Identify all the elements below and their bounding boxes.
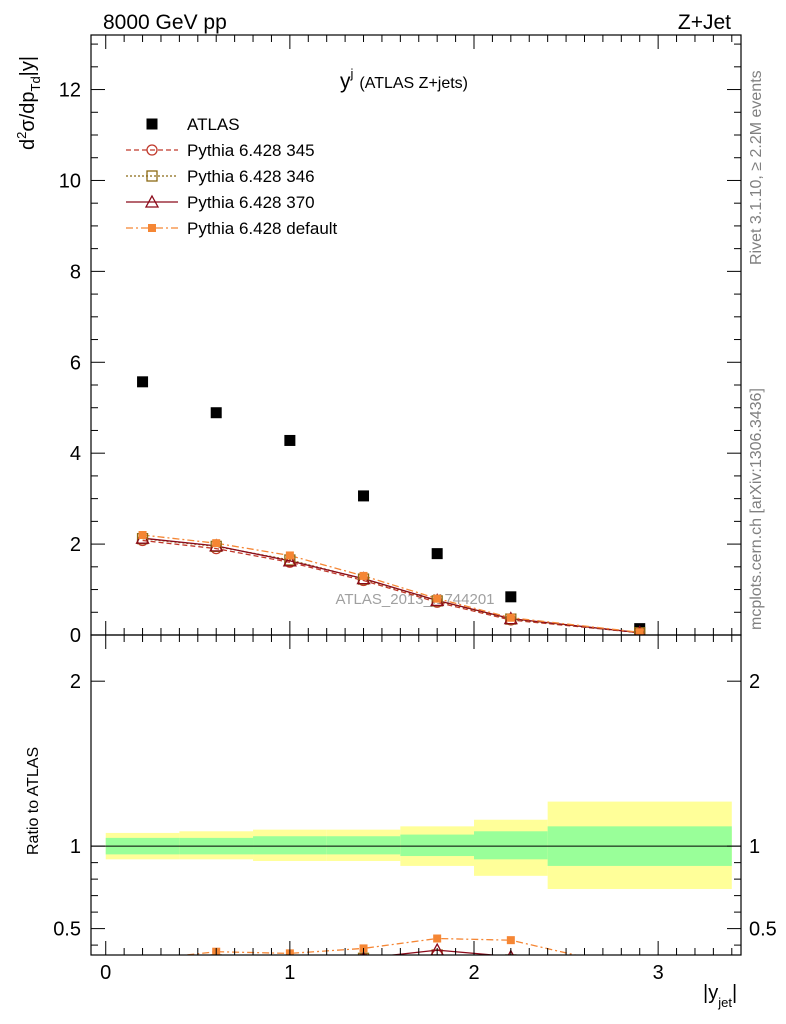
legend-label: Pythia 6.428 346 [187,167,315,186]
ratio-axis-ticks [91,635,741,955]
atlas-data-point [137,376,149,388]
plot-title: yj(ATLAS Z+jets) [340,66,468,93]
ratio-series-line [422,954,447,955]
ratio-data-point [138,957,148,967]
top-axis-ticks [91,35,741,636]
x-axis-label: |yjet| [703,982,737,1010]
top-y-tick-label: 10 [59,170,81,192]
top-y-tick-labels: 0 2 4 6 8 10 12 [59,80,81,647]
pythia-data-point [212,539,221,548]
top-y-axis-label: d2σ/dpTd|y| [14,56,43,150]
ratio-band-inner [474,831,548,860]
ratio-data-point [430,942,444,955]
ratio-y-tick-labels: 0.5 0.5 1 1 2 2 [53,671,777,940]
legend: ATLAS Pythia 6.428 345 Pythia 6.428 346 Pyt… [126,115,338,238]
top-y-tick-label: 4 [70,443,81,465]
x-tick-labels: 0 1 2 3 [100,962,664,984]
pythia-data-point [138,531,147,539]
top-series [135,376,646,635]
atlas-data-point [431,548,443,560]
legend-label: ATLAS [187,115,240,134]
ratio-data-point [210,954,222,955]
ratio-data-point [139,956,147,964]
ratio-y-tick-label-right: 0.5 [749,919,777,941]
ratio-data-point [508,954,514,955]
ratio-y-tick-label-right: 2 [749,671,760,693]
header-left-label: 8000 GeV pp [103,11,227,34]
top-y-tick-label: 12 [59,80,81,102]
ratio-series-line [422,954,447,955]
legend-marker [146,144,158,156]
rivet-label: Rivet 3.1.10, ≥ 2.2M events [748,70,765,265]
pythia-data-point [506,613,515,622]
mcplots-label: mcplots.cern.ch [arXiv:1306.3436] [748,388,765,630]
header-right-label: Z+Jet [678,11,731,34]
pythia-data-point [285,551,294,560]
atlas-data-point [284,434,296,446]
pythia-data-point [282,553,297,567]
x-tick-label: 1 [284,962,295,984]
top-y-tick-label: 6 [70,352,81,374]
ratio-data-point [142,954,143,955]
ratio-y-tick-label: 2 [70,671,81,693]
legend-marker [148,224,156,232]
ratio-data-point [636,966,644,974]
ratio-plot-frame [90,634,742,956]
ratio-band-inner [326,836,401,855]
ratio-y-tick-label-right: 1 [749,836,760,858]
top-y-tick-label: 2 [70,534,81,556]
ratio-panel: 0.5 0.5 1 1 2 2 0 1 2 3 [53,634,777,984]
x-tick-label: 3 [653,962,664,984]
ratio-band-inner [253,836,327,855]
atlas-data-point [358,490,370,502]
ratio-band-inner [400,834,475,857]
ratio-data-point [433,934,442,943]
top-y-tick-label: 8 [70,261,81,283]
ratio-y-axis-label: Ratio to ATLAS [25,747,42,855]
ratio-data-point [634,972,646,983]
ratio-data-point [506,936,515,945]
pythia-data-point [635,628,644,635]
series-line [142,537,640,634]
ratio-data-point [635,973,645,983]
atlas-data-point [505,591,517,603]
ratio-y-tick-label: 1 [70,836,81,858]
legend-marker [144,194,160,208]
ratio-data-point [505,954,517,955]
pythia-data-point [359,571,368,580]
ratio-bands [105,801,732,890]
pythia-data-point [433,594,442,603]
series-line [142,537,640,634]
ratio-data-point [213,954,219,955]
legend-label: Pythia 6.428 370 [187,193,315,212]
legend-marker [146,170,158,182]
ratio-y-tick-label: 0.5 [53,919,81,941]
legend-label: Pythia 6.428 default [187,219,338,238]
top-y-tick-label: 0 [70,625,81,647]
legend-label: Pythia 6.428 345 [187,141,315,160]
series-line [142,534,640,633]
x-tick-label: 0 [100,962,111,984]
atlas-data-point [210,407,222,419]
ratio-data-point [635,973,645,983]
legend-marker [146,118,158,130]
ratio-data-point [138,957,148,967]
x-tick-label: 2 [468,962,479,984]
ratio-series [138,934,646,983]
